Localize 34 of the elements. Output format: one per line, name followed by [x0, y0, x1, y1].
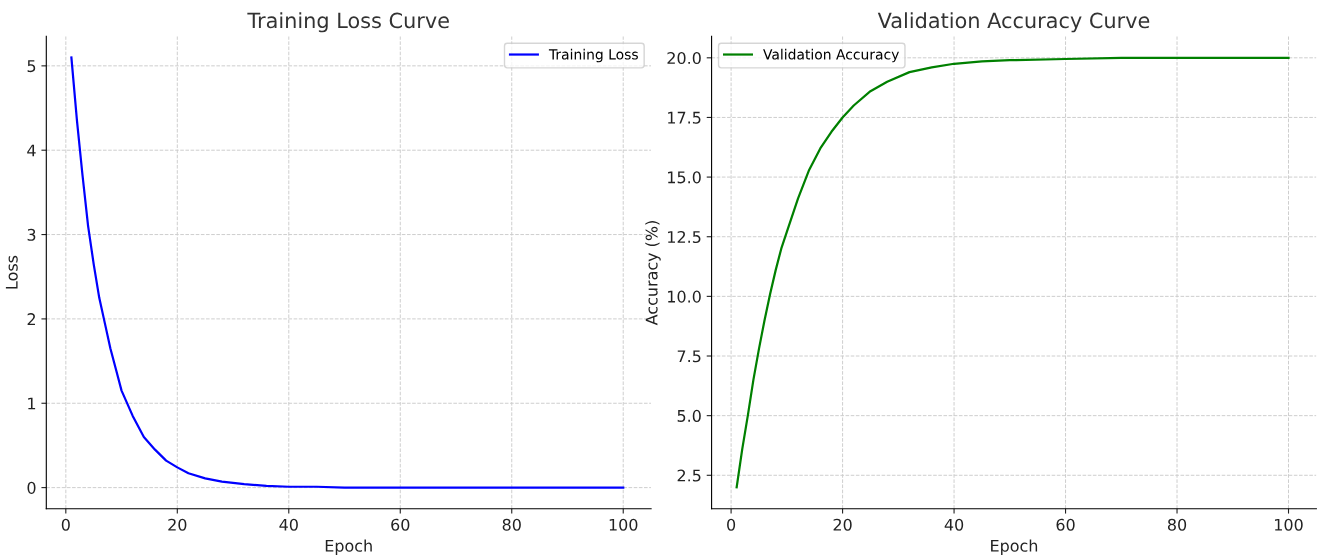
y-tick-label: 12.5 — [668, 230, 701, 244]
legend-label: Training Loss — [548, 48, 638, 63]
chart-title: Training Loss Curve — [247, 12, 449, 33]
y-tick-label: 5.0 — [677, 409, 701, 422]
y-tick-label: 3 — [27, 228, 36, 241]
x-tick-label: 40 — [944, 518, 964, 531]
y-tick-label: 1 — [28, 397, 36, 410]
x-axis-title: Epoch — [991, 539, 1038, 555]
y-tick-label: 4 — [27, 144, 36, 157]
x-axis-title: Epoch — [325, 539, 372, 555]
y-tick-label: 0 — [27, 481, 36, 494]
x-tick-label: 0 — [61, 518, 70, 531]
x-tick-label: 100 — [609, 518, 638, 531]
y-axis-title: Accuracy (%) — [645, 221, 661, 326]
x-tick-label: 20 — [168, 518, 187, 531]
x-tick-label: 20 — [833, 518, 852, 531]
y-tick-label: 2 — [27, 313, 35, 325]
x-tick-label: 80 — [502, 518, 521, 531]
chart-title: Validation Accuracy Curve — [877, 12, 1150, 33]
x-tick-label: 40 — [279, 518, 298, 531]
x-tick-label: 80 — [1167, 518, 1187, 531]
x-tick-label: 100 — [1275, 518, 1303, 531]
legend-label: Validation Accuracy — [763, 48, 899, 63]
y-tick-label: 2.5 — [677, 469, 701, 482]
x-tick-label: 60 — [1056, 518, 1075, 531]
y-tick-label: 15.0 — [668, 171, 701, 184]
x-tick-label: 60 — [391, 518, 410, 531]
y-tick-label: 10.0 — [668, 290, 701, 303]
y-tick-label: 5 — [27, 60, 36, 73]
y-axis-title: Loss — [5, 255, 18, 289]
y-tick-label: 17.5 — [668, 111, 701, 124]
y-tick-label: 7.5 — [677, 350, 701, 363]
y-tick-label: 20.0 — [667, 52, 701, 65]
x-tick-label: 0 — [727, 518, 736, 531]
